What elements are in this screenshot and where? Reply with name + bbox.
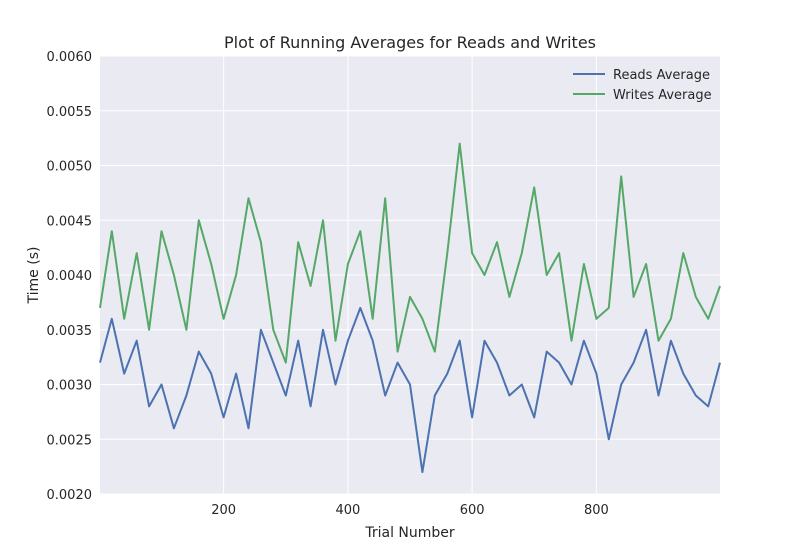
y-tick-label: 0.0055 [47, 105, 93, 120]
y-tick-label: 0.0035 [47, 324, 93, 339]
y-axis-label: Time (s) [26, 247, 42, 305]
x-tick-label: 600 [460, 503, 485, 518]
x-tick-label: 800 [584, 503, 609, 518]
x-tick-labels: 200 400 600 800 [211, 503, 609, 518]
chart-title: Plot of Running Averages for Reads and W… [224, 33, 596, 52]
writes-average-line [99, 142, 721, 364]
legend: Reads Average Writes Average [573, 68, 712, 103]
y-tick-label: 0.0060 [47, 50, 93, 65]
y-tick-labels: 0.0020 0.0025 0.0030 0.0035 0.0040 0.0045 0.00… [47, 50, 93, 503]
y-tick-label: 0.0020 [47, 488, 93, 503]
y-tick-label: 0.0045 [47, 214, 93, 229]
legend-label-writes: Writes Average [613, 88, 712, 103]
x-tick-label: 400 [335, 503, 360, 518]
y-tick-label: 0.0050 [47, 160, 93, 175]
x-axis-label: Trial Number [364, 525, 455, 541]
x-tick-label: 200 [211, 503, 236, 518]
reads-average-line [99, 306, 721, 474]
legend-label-reads: Reads Average [613, 68, 710, 83]
y-tick-label: 0.0025 [47, 433, 93, 448]
y-tick-label: 0.0030 [47, 379, 93, 394]
y-tick-label: 0.0040 [47, 269, 93, 284]
series-lines [99, 142, 721, 474]
